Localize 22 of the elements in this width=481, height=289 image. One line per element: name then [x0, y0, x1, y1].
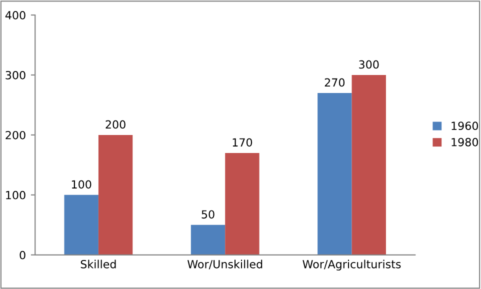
bar	[190, 224, 226, 255]
bar	[64, 194, 98, 255]
bar	[352, 74, 386, 255]
y-tick-label: 0	[20, 250, 26, 260]
x-tick-label: Wor/Unskilled	[187, 260, 262, 270]
x-tick-label: Wor/Agriculturists	[302, 260, 401, 271]
data-label: 170	[232, 138, 252, 147]
data-label: 300	[359, 60, 379, 69]
data-label: 200	[106, 120, 126, 129]
y-tick-label: 100	[6, 190, 26, 200]
bar	[225, 152, 260, 255]
y-tick-label: 200	[6, 130, 26, 140]
legend-label: 1960	[452, 122, 478, 130]
bar	[318, 92, 352, 255]
data-label: 100	[72, 180, 92, 189]
data-label: 270	[324, 78, 345, 87]
x-tick-label: Skilled	[80, 260, 116, 268]
data-label: 50	[202, 210, 214, 219]
bar	[98, 134, 133, 255]
y-tick-label: 400	[5, 11, 26, 20]
y-tick-label: 300	[6, 70, 26, 80]
legend-label: 1980	[452, 138, 478, 146]
